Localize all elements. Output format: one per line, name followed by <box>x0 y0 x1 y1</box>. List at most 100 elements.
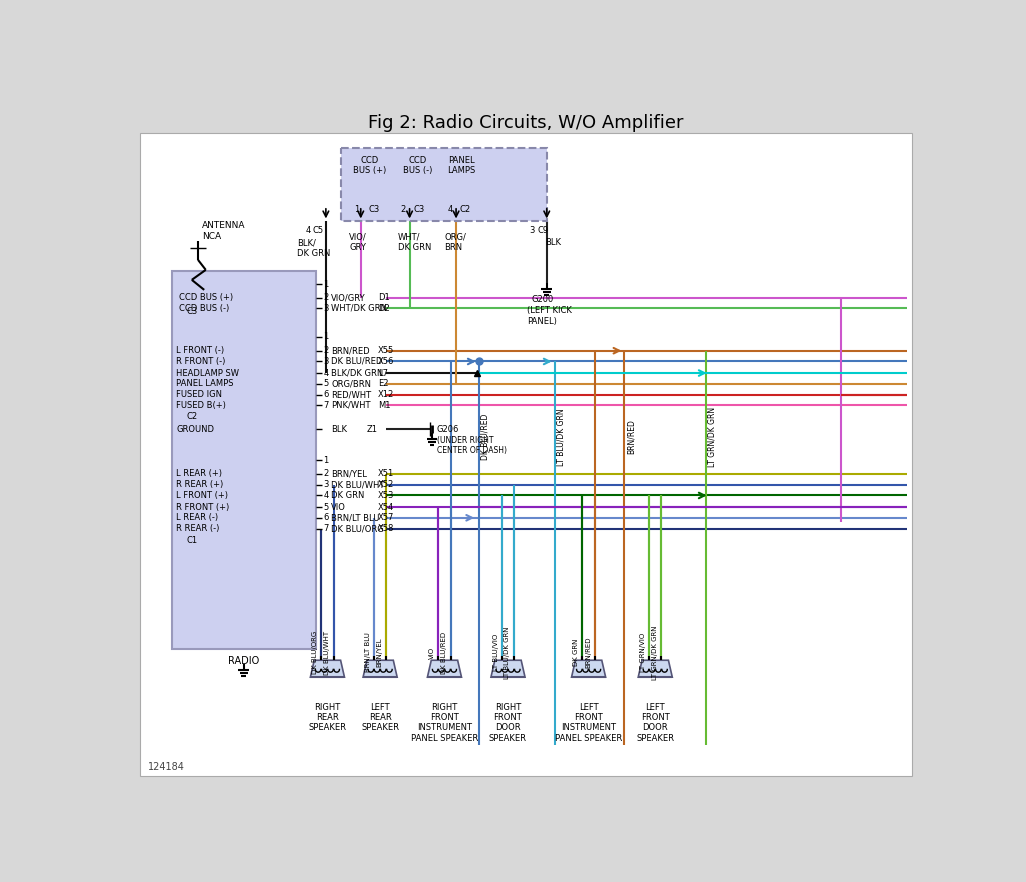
Text: C2: C2 <box>187 412 197 421</box>
Text: LT BLU/DK GRN: LT BLU/DK GRN <box>557 408 565 466</box>
Text: 7: 7 <box>323 401 329 410</box>
Text: FUSED IGN: FUSED IGN <box>176 390 223 399</box>
Text: BRN/YEL: BRN/YEL <box>377 638 383 668</box>
Text: R FRONT (+): R FRONT (+) <box>176 503 230 512</box>
Text: BLK/DK GRN: BLK/DK GRN <box>331 369 384 377</box>
Text: D2: D2 <box>378 304 390 313</box>
Text: BRN/YEL: BRN/YEL <box>331 469 367 478</box>
Text: X57: X57 <box>378 513 394 522</box>
Text: VIO/GRY: VIO/GRY <box>331 293 366 302</box>
FancyBboxPatch shape <box>172 272 316 648</box>
Text: (UNDER RIGHT: (UNDER RIGHT <box>437 436 494 445</box>
Text: 1: 1 <box>354 206 359 214</box>
Text: X54: X54 <box>378 503 394 512</box>
Text: 124184: 124184 <box>148 761 185 772</box>
Text: 3: 3 <box>323 304 329 313</box>
Polygon shape <box>311 661 345 677</box>
Text: 3: 3 <box>529 226 536 235</box>
Text: C3: C3 <box>368 206 380 214</box>
Text: C1: C1 <box>187 536 197 545</box>
Text: LEFT
FRONT
INSTRUMENT
PANEL SPEAKER: LEFT FRONT INSTRUMENT PANEL SPEAKER <box>555 703 622 743</box>
Text: DK BLU/RED: DK BLU/RED <box>481 414 489 460</box>
Text: 2: 2 <box>401 206 406 214</box>
Text: R FRONT (-): R FRONT (-) <box>176 357 226 366</box>
Text: BLK: BLK <box>331 425 347 434</box>
Text: L7: L7 <box>378 369 388 377</box>
Text: LT GRN/VIO: LT GRN/VIO <box>640 633 646 672</box>
Text: GRY: GRY <box>349 243 366 252</box>
Text: PANEL LAMPS: PANEL LAMPS <box>176 379 234 388</box>
Text: X51: X51 <box>378 469 394 478</box>
Text: 4: 4 <box>305 226 311 235</box>
Text: CCD BUS (+): CCD BUS (+) <box>179 293 233 302</box>
Text: 3: 3 <box>323 357 329 366</box>
Text: CCD BUS (-): CCD BUS (-) <box>179 304 229 313</box>
Text: Fig 2: Radio Circuits, W/O Amplifier: Fig 2: Radio Circuits, W/O Amplifier <box>368 114 683 131</box>
Text: ANTENNA: ANTENNA <box>202 220 245 229</box>
Text: BRN/RED: BRN/RED <box>585 637 591 669</box>
Text: GROUND: GROUND <box>176 425 214 434</box>
Text: RADIO: RADIO <box>228 656 260 666</box>
Text: PNK/WHT: PNK/WHT <box>331 401 370 410</box>
Text: CENTER OF DASH): CENTER OF DASH) <box>437 445 507 454</box>
Text: LT GRN/DK GRN: LT GRN/DK GRN <box>652 625 658 680</box>
Text: LEFT
FRONT
DOOR
SPEAKER: LEFT FRONT DOOR SPEAKER <box>636 703 674 743</box>
Text: RIGHT
FRONT
DOOR
SPEAKER: RIGHT FRONT DOOR SPEAKER <box>489 703 527 743</box>
Text: BRN/RED: BRN/RED <box>627 420 635 454</box>
Text: BRN/LT BLU: BRN/LT BLU <box>331 513 380 522</box>
Text: Z1: Z1 <box>366 425 378 434</box>
Text: ORG/: ORG/ <box>444 232 467 242</box>
Text: 4: 4 <box>323 491 328 500</box>
Text: 2: 2 <box>323 347 328 355</box>
Text: DK BLU/RED: DK BLU/RED <box>441 632 446 674</box>
Text: 6: 6 <box>323 390 329 399</box>
Text: DK BLU/WHT: DK BLU/WHT <box>331 480 385 490</box>
Text: LT GRN/DK GRN: LT GRN/DK GRN <box>708 407 717 467</box>
Text: L REAR (-): L REAR (-) <box>176 513 219 522</box>
Text: 5: 5 <box>323 503 328 512</box>
Text: 1: 1 <box>323 333 328 341</box>
Text: C3: C3 <box>413 206 425 214</box>
Text: WHT/DK GRN: WHT/DK GRN <box>331 304 387 313</box>
Text: C9: C9 <box>538 226 549 235</box>
Text: M1: M1 <box>378 401 390 410</box>
Text: 3: 3 <box>323 480 329 490</box>
Text: X56: X56 <box>378 357 394 366</box>
Text: FUSED B(+): FUSED B(+) <box>176 401 226 410</box>
Text: DK BLU/WHT: DK BLU/WHT <box>324 631 329 675</box>
Text: VIO: VIO <box>429 647 435 659</box>
Text: G200: G200 <box>531 295 553 304</box>
Text: LT BLU/VIO: LT BLU/VIO <box>492 634 499 671</box>
Polygon shape <box>363 661 397 677</box>
Text: RED/WHT: RED/WHT <box>331 390 371 399</box>
Text: BRN/RED: BRN/RED <box>331 347 370 355</box>
Text: D1: D1 <box>378 293 390 302</box>
Text: G206: G206 <box>437 425 459 434</box>
Text: CCD
BUS (-): CCD BUS (-) <box>402 156 432 176</box>
Text: 6: 6 <box>323 513 329 522</box>
Text: RIGHT
FRONT
INSTRUMENT
PANEL SPEAKER: RIGHT FRONT INSTRUMENT PANEL SPEAKER <box>410 703 478 743</box>
Text: RIGHT
REAR
SPEAKER: RIGHT REAR SPEAKER <box>309 703 347 732</box>
Polygon shape <box>571 661 605 677</box>
Text: CCD
BUS (+): CCD BUS (+) <box>353 156 387 176</box>
Text: LT BLU/DK GRN: LT BLU/DK GRN <box>505 626 510 679</box>
Text: X55: X55 <box>378 347 394 355</box>
Text: X12: X12 <box>378 390 394 399</box>
Text: NCA: NCA <box>202 232 221 242</box>
Text: WHT/: WHT/ <box>398 232 421 242</box>
Text: ORG/BRN: ORG/BRN <box>331 379 371 388</box>
Text: DK GRN: DK GRN <box>331 491 364 500</box>
Text: VIO: VIO <box>331 503 346 512</box>
Text: BRN: BRN <box>444 243 463 252</box>
Text: C3: C3 <box>187 307 198 316</box>
Text: 4: 4 <box>323 369 328 377</box>
Text: R REAR (+): R REAR (+) <box>176 480 224 490</box>
Text: PANEL): PANEL) <box>527 317 557 326</box>
Text: 5: 5 <box>323 379 328 388</box>
Text: R REAR (-): R REAR (-) <box>176 524 220 533</box>
Text: 1: 1 <box>323 455 328 465</box>
Text: DK BLU/ORG: DK BLU/ORG <box>331 524 384 533</box>
Text: C5: C5 <box>313 226 324 235</box>
Text: L FRONT (-): L FRONT (-) <box>176 347 225 355</box>
Text: L REAR (+): L REAR (+) <box>176 469 223 478</box>
